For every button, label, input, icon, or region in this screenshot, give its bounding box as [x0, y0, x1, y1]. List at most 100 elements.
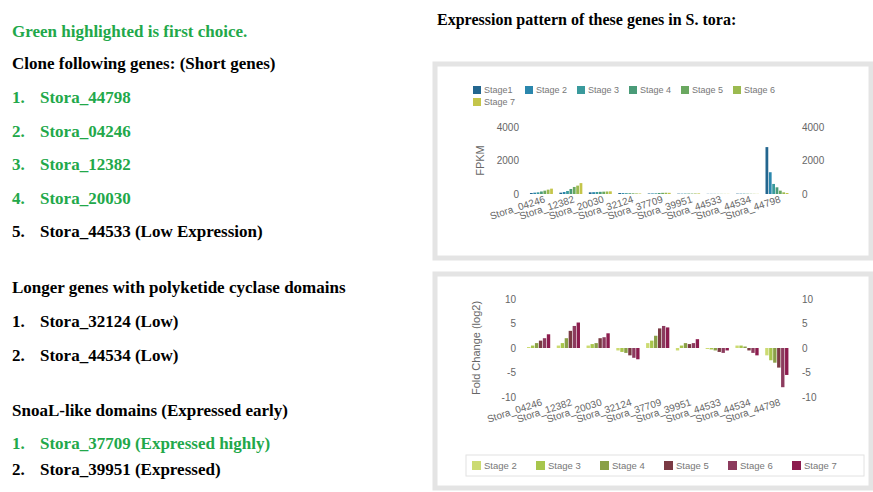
- item-number: 1.: [12, 434, 25, 453]
- bar: [620, 348, 623, 352]
- bar: [736, 193, 739, 194]
- bar: [718, 348, 721, 352]
- legend-label: Stage 5: [676, 460, 709, 471]
- legend-label: Stage 7: [484, 97, 515, 107]
- bar: [772, 184, 775, 194]
- bar: [722, 348, 725, 353]
- item-text: Stora_39951 (Expressed): [40, 460, 221, 479]
- note: Green highlighted is first choice.: [12, 22, 247, 41]
- y-tick: [521, 299, 524, 300]
- y2-tick: [792, 348, 795, 349]
- bar: [530, 193, 533, 194]
- bar: [747, 348, 750, 350]
- bar: [632, 348, 635, 358]
- bar: [535, 343, 538, 348]
- bar: [527, 347, 530, 349]
- bar: [539, 341, 542, 348]
- bar: [576, 186, 579, 194]
- chart-panel: [435, 274, 871, 488]
- legend-label: Stage 5: [692, 85, 723, 95]
- bar: [739, 193, 742, 194]
- bar: [598, 338, 601, 348]
- item-text: Stora_32124 (Low): [40, 312, 178, 331]
- bar: [646, 343, 649, 348]
- bar: [782, 192, 785, 194]
- bar: [694, 193, 697, 194]
- bar: [638, 193, 641, 194]
- legend-swatch: [473, 98, 481, 106]
- legend-label: Stage 2: [484, 460, 517, 471]
- bar: [606, 191, 609, 194]
- bars: [527, 323, 788, 388]
- legend-label: Stage1: [484, 85, 513, 95]
- bar: [577, 323, 580, 348]
- bar: [727, 193, 730, 194]
- y2-tick: [792, 160, 795, 161]
- legend-swatch: [681, 86, 689, 94]
- y2-tick-label: -10: [802, 392, 817, 403]
- y2-tick-label: 10: [802, 294, 814, 305]
- y-tick: [524, 127, 527, 128]
- legend-label: Stage 4: [640, 85, 671, 95]
- y-tick: [521, 348, 524, 349]
- bar: [714, 348, 717, 350]
- y-tick-label: -10: [502, 392, 517, 403]
- item-text: Stora_37709 (Expressed highly): [40, 434, 270, 453]
- legend-box: [466, 455, 864, 476]
- bar: [636, 348, 639, 359]
- bar: [609, 191, 612, 194]
- bar: [765, 348, 768, 355]
- section-heading: Longer genes with polyketide cyclase dom…: [12, 278, 346, 297]
- item-number: 3.: [12, 155, 25, 174]
- legend-swatch: [792, 461, 801, 470]
- y-tick-label: -5: [507, 367, 516, 378]
- bar: [666, 327, 669, 348]
- y-tick-label: 2000: [497, 155, 520, 166]
- y-tick-label: 0: [510, 343, 516, 354]
- bar: [658, 328, 661, 348]
- bar: [573, 326, 576, 348]
- y2-tick-label: 5: [802, 318, 808, 329]
- legend-label: Stage 4: [612, 460, 645, 471]
- bar: [756, 193, 759, 194]
- bar: [533, 193, 536, 194]
- chart-panel: [435, 64, 871, 258]
- bar: [547, 334, 550, 348]
- y-tick: [521, 397, 524, 398]
- y2-tick-label: 4000: [802, 122, 825, 133]
- bar: [543, 338, 546, 348]
- bar: [587, 346, 590, 348]
- legend-swatch: [472, 461, 481, 470]
- figure-title: Expression pattern of these genes in S. …: [437, 11, 736, 29]
- bar: [563, 192, 566, 194]
- legend-swatch: [600, 461, 609, 470]
- bar: [688, 344, 691, 348]
- bar: [651, 193, 654, 194]
- bar: [547, 190, 550, 194]
- y-tick-label: 4000: [497, 122, 520, 133]
- bar: [779, 191, 782, 194]
- bar: [777, 348, 780, 368]
- bar: [602, 337, 605, 348]
- y2-tick: [792, 372, 795, 373]
- legend-swatch: [728, 461, 737, 470]
- item-text: Stora_12382: [40, 155, 131, 174]
- bar: [580, 183, 583, 194]
- y2-tick: [792, 194, 795, 195]
- bar: [616, 348, 619, 350]
- section-heading: SnoaL-like domains (Expressed early): [12, 401, 288, 420]
- y2-tick-label: -5: [802, 367, 811, 378]
- bar: [755, 348, 758, 355]
- bar: [531, 346, 534, 348]
- bar: [725, 348, 728, 350]
- bar: [706, 348, 709, 350]
- item-number: 2.: [12, 122, 25, 141]
- legend-label: Stage 2: [536, 85, 567, 95]
- bar: [602, 192, 605, 194]
- bar: [665, 193, 668, 194]
- bar: [681, 193, 684, 194]
- bar: [589, 192, 592, 194]
- bar: [750, 193, 753, 194]
- item-number: 1.: [12, 88, 25, 107]
- y2-tick: [792, 323, 795, 324]
